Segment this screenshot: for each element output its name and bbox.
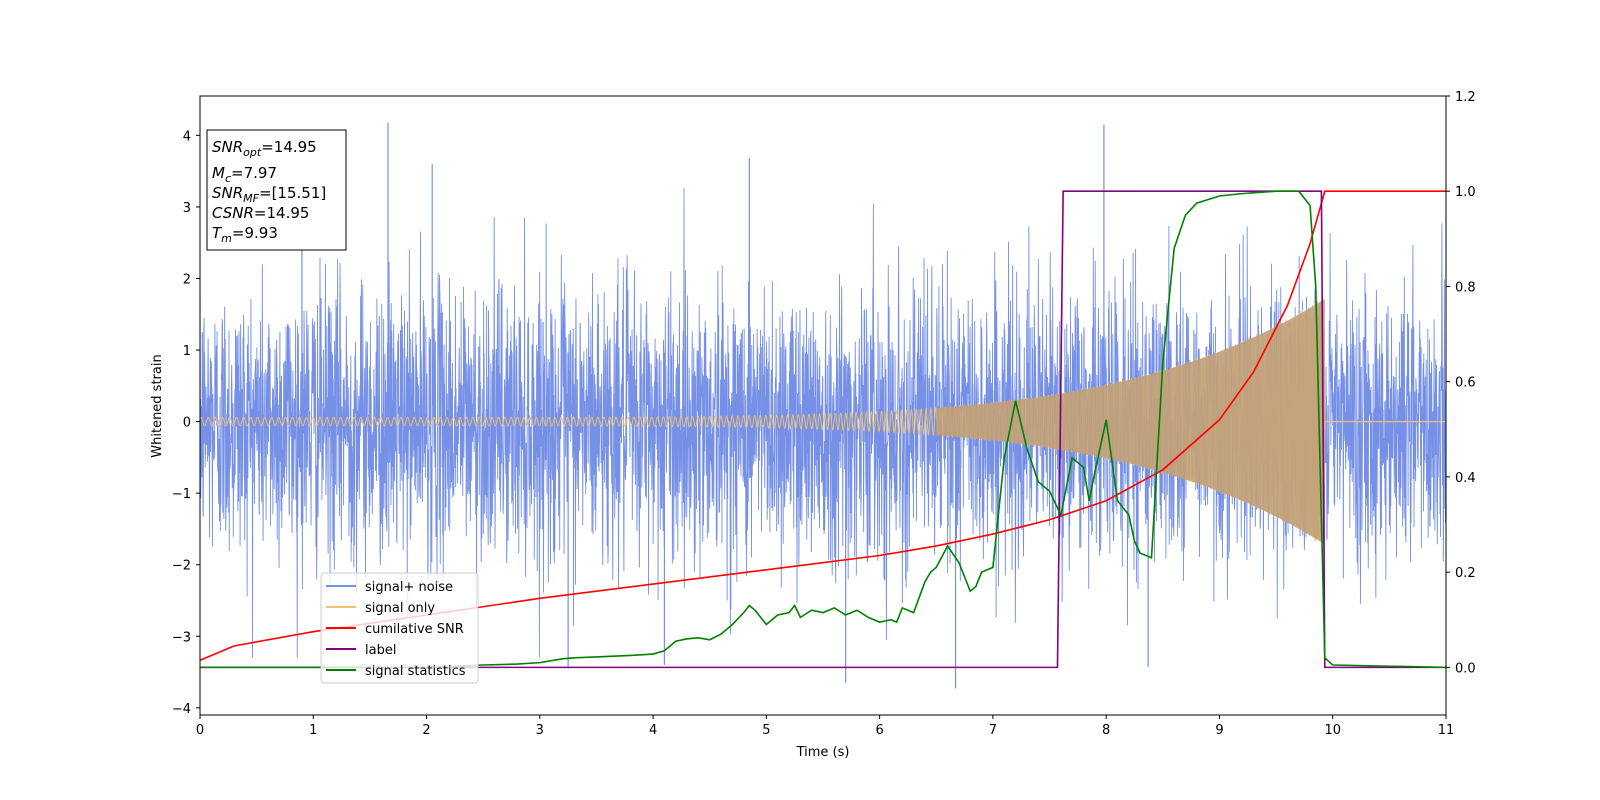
- annotation-line-mc: Mc=7.97: [212, 164, 277, 185]
- annotation-line-csnr: CSNR=14.95: [212, 204, 309, 222]
- annotation-box: SNRopt=14.95 Mc=7.97 SNRMF=[15.51] CSNR=…: [206, 129, 347, 251]
- y-axis-right: 0.0 0.2 0.4 0.6 0.8 1.0 1.2: [1446, 90, 1476, 676]
- y2-tick-label: 0.4: [1455, 471, 1476, 486]
- y2-tick-label: 0.8: [1455, 280, 1476, 295]
- x-tick-label: 7: [989, 723, 997, 738]
- x-tick-label: 2: [422, 723, 430, 738]
- y-tick-label: −1: [172, 487, 191, 502]
- y-tick-label: 4: [183, 129, 191, 144]
- x-tick-label: 5: [762, 723, 770, 738]
- x-tick-label: 11: [1438, 723, 1455, 738]
- x-axis-title: Time (s): [796, 745, 850, 760]
- plot-frame: [199, 95, 1447, 716]
- y2-tick-label: 1.2: [1455, 90, 1476, 105]
- legend-label-cumulative-snr: cumilative SNR: [365, 622, 464, 637]
- x-tick-label: 3: [536, 723, 544, 738]
- annotation-line-tm: Tm=9.93: [212, 224, 278, 245]
- x-tick-label: 4: [649, 723, 657, 738]
- series-layer: [200, 122, 1446, 689]
- y2-tick-label: 0.0: [1455, 661, 1476, 676]
- annotation-line-snr-mf: SNRMF=[15.51]: [212, 184, 326, 205]
- series-signal-only-envelope: [936, 298, 1325, 545]
- x-tick-label: 0: [196, 723, 204, 738]
- legend-label-signal-only: signal only: [365, 601, 435, 616]
- y-axis-title: Whitened strain: [150, 354, 165, 457]
- y2-tick-label: 0.6: [1455, 376, 1476, 391]
- legend-label-signal-noise: signal+ noise: [365, 580, 453, 595]
- legend-frame: [320, 572, 479, 684]
- y-tick-label: 3: [183, 201, 191, 216]
- series-label-line: [200, 190, 1446, 669]
- series-signal-statistics-line: [200, 190, 1446, 669]
- x-tick-label: 6: [875, 723, 883, 738]
- y-tick-label: 2: [183, 272, 191, 287]
- x-tick-label: 1: [309, 723, 317, 738]
- y-axis-left: −4 −3 −2 −1 0 1 2 3 4: [172, 129, 200, 717]
- y-tick-label: −3: [172, 630, 191, 645]
- legend-label-signal-statistics: signal statistics: [365, 664, 466, 679]
- y-tick-label: 1: [183, 344, 191, 359]
- y2-tick-label: 0.2: [1455, 566, 1476, 581]
- x-tick-label: 8: [1102, 723, 1110, 738]
- y-tick-label: −4: [172, 702, 191, 717]
- y-tick-label: 0: [183, 416, 191, 431]
- x-axis: 0 1 2 3 4 5 6 7 8 9 10 11: [196, 715, 1454, 738]
- y2-tick-label: 1.0: [1455, 185, 1476, 200]
- x-tick-label: 9: [1215, 723, 1223, 738]
- legend: signal+ noise signal only cumilative SNR…: [320, 572, 479, 684]
- y-tick-label: −2: [172, 559, 191, 574]
- legend-label-label: label: [365, 643, 396, 658]
- annotation-frame: [206, 129, 347, 251]
- annotation-line-snr-opt: SNRopt=14.95: [212, 138, 317, 159]
- x-tick-label: 10: [1324, 723, 1341, 738]
